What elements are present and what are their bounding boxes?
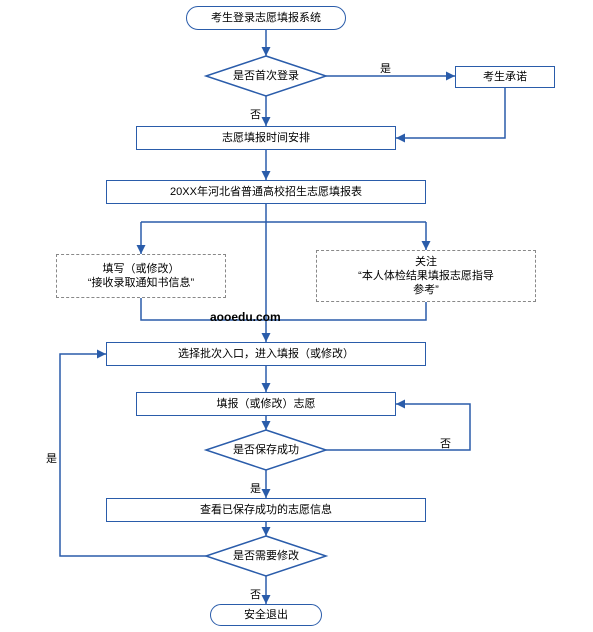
terminator-end: 安全退出 xyxy=(210,604,322,626)
decision-label-d3: 是否需要修改 xyxy=(210,547,322,565)
edge-label-d1-yes: 是 xyxy=(380,60,391,76)
edge-label-d2-yes: 是 xyxy=(250,480,261,496)
edge-label-d3-no: 否 xyxy=(250,586,261,602)
dashed-db1: 填写（或修改） “接收录取通知书信息” xyxy=(56,254,226,298)
edge-db2-down xyxy=(266,302,426,320)
terminator-start: 考生登录志愿填报系统 xyxy=(186,6,346,30)
watermark: aooedu.com xyxy=(210,310,281,324)
process-p4: 填报（或修改）志愿 xyxy=(136,392,396,416)
edge-label-d1-no: 否 xyxy=(250,106,261,122)
process-p2: 20XX年河北省普通高校招生志愿填报表 xyxy=(106,180,426,204)
process-p1: 志愿填报时间安排 xyxy=(136,126,396,150)
process-p5: 查看已保存成功的志愿信息 xyxy=(106,498,426,522)
decision-label-d1: 是否首次登录 xyxy=(210,67,322,85)
edges-layer xyxy=(0,0,593,632)
edge-label-d3-yes: 是 xyxy=(46,450,57,466)
decision-label-d2: 是否保存成功 xyxy=(210,441,322,459)
edge-d3-yes xyxy=(60,354,206,556)
dashed-db2: 关注 “本人体检结果填报志愿指导 参考” xyxy=(316,250,536,302)
process-p3: 选择批次入口，进入填报（或修改） xyxy=(106,342,426,366)
edge-commit-p1 xyxy=(396,88,505,138)
process-commit: 考生承诺 xyxy=(455,66,555,88)
edge-label-d2-no: 否 xyxy=(440,435,451,451)
